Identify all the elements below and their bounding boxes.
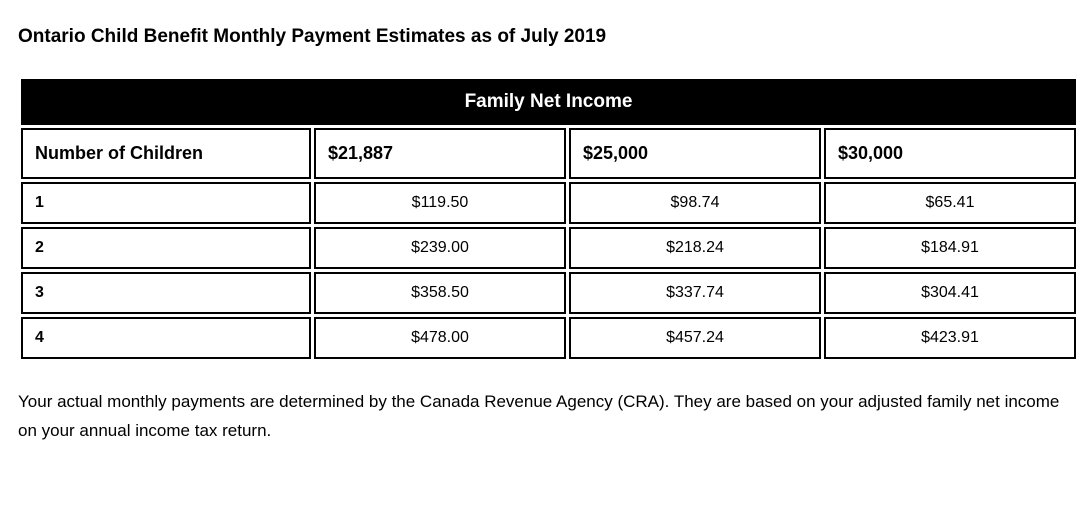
cell-value: $304.41 bbox=[824, 272, 1076, 314]
cell-value: $423.91 bbox=[824, 317, 1076, 359]
cell-value: $184.91 bbox=[824, 227, 1076, 269]
row-label: 1 bbox=[21, 182, 311, 224]
table-banner: Family Net Income bbox=[21, 79, 1076, 125]
income-col-2: $30,000 bbox=[824, 128, 1076, 179]
page-title: Ontario Child Benefit Monthly Payment Es… bbox=[18, 26, 1062, 48]
table-row: 1 $119.50 $98.74 $65.41 bbox=[21, 182, 1076, 224]
cell-value: $358.50 bbox=[314, 272, 566, 314]
table-row: 2 $239.00 $218.24 $184.91 bbox=[21, 227, 1076, 269]
cell-value: $98.74 bbox=[569, 182, 821, 224]
row-label: 2 bbox=[21, 227, 311, 269]
footnote: Your actual monthly payments are determi… bbox=[18, 388, 1062, 446]
income-col-1: $25,000 bbox=[569, 128, 821, 179]
table-row: 4 $478.00 $457.24 $423.91 bbox=[21, 317, 1076, 359]
cell-value: $478.00 bbox=[314, 317, 566, 359]
row-label: 3 bbox=[21, 272, 311, 314]
table-row: 3 $358.50 $337.74 $304.41 bbox=[21, 272, 1076, 314]
cell-value: $337.74 bbox=[569, 272, 821, 314]
income-col-0: $21,887 bbox=[314, 128, 566, 179]
row-header-label: Number of Children bbox=[21, 128, 311, 179]
cell-value: $119.50 bbox=[314, 182, 566, 224]
cell-value: $218.24 bbox=[569, 227, 821, 269]
cell-value: $65.41 bbox=[824, 182, 1076, 224]
cell-value: $239.00 bbox=[314, 227, 566, 269]
cell-value: $457.24 bbox=[569, 317, 821, 359]
row-label: 4 bbox=[21, 317, 311, 359]
benefit-table: Family Net Income Number of Children $21… bbox=[18, 76, 1079, 362]
